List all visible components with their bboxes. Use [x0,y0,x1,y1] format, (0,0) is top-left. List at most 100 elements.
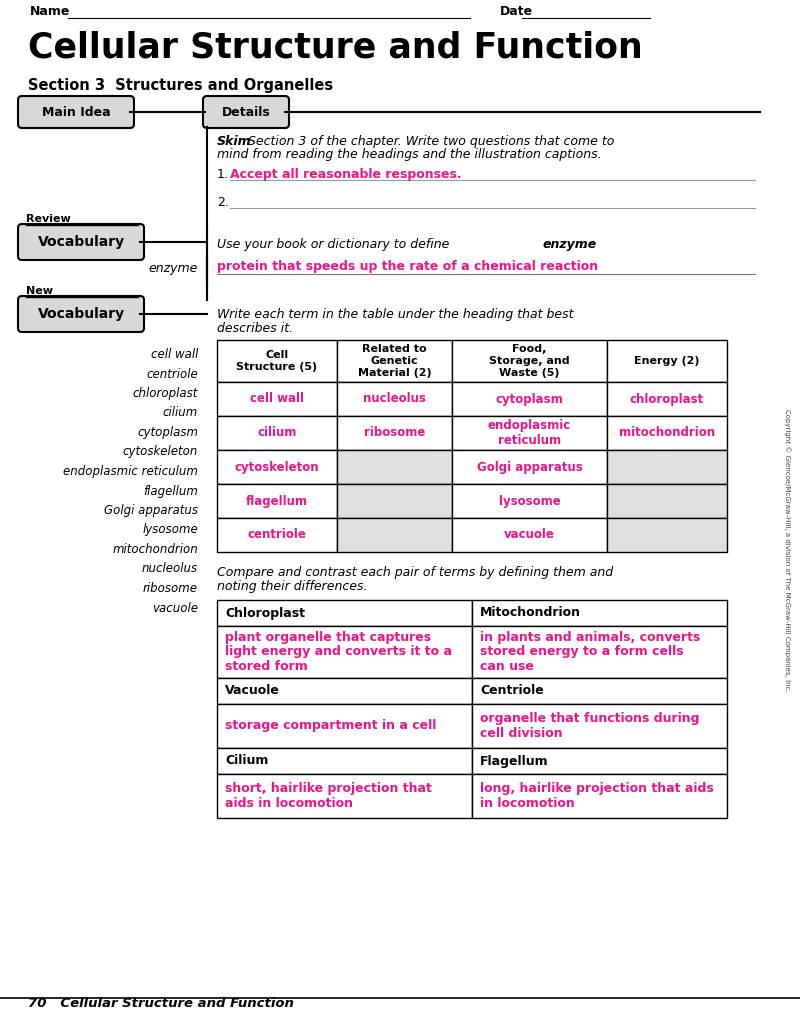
Text: long, hairlike projection that aids
in locomotion: long, hairlike projection that aids in l… [480,782,714,810]
Text: mind from reading the headings and the illustration captions.: mind from reading the headings and the i… [217,148,602,161]
Text: plant organelle that captures
light energy and converts it to a
stored form: plant organelle that captures light ener… [225,631,452,674]
Text: chloroplast: chloroplast [630,392,704,406]
Text: vacuole: vacuole [504,528,555,542]
Bar [472,705,727,748]
Text: Write each term in the table under the heading that best: Write each term in the table under the h… [217,308,574,321]
Text: enzyme: enzyme [149,262,198,275]
Text: lysosome: lysosome [142,523,198,537]
Text: centriole: centriole [247,528,306,542]
Text: Use your book or dictionary to define: Use your book or dictionary to define [217,238,454,251]
Bar [472,748,727,774]
Text: endoplasmic reticulum: endoplasmic reticulum [63,465,198,478]
Text: endoplasmic
reticulum: endoplasmic reticulum [488,419,571,447]
Text: cilium: cilium [258,427,297,439]
Bar [337,382,452,416]
Text: chloroplast: chloroplast [133,387,198,400]
Text: Section 3 of the chapter. Write two questions that come to: Section 3 of the chapter. Write two ques… [244,135,614,148]
Text: New: New [26,286,53,296]
Bar [217,518,337,552]
Text: Golgi apparatus: Golgi apparatus [477,461,582,473]
Bar [217,340,337,382]
Bar [217,748,472,774]
Text: ribosome: ribosome [364,427,425,439]
Text: organelle that functions during
cell division: organelle that functions during cell div… [480,712,699,740]
Text: Mitochondrion: Mitochondrion [480,606,581,620]
Bar [607,450,727,484]
Text: mitochondrion: mitochondrion [619,427,715,439]
Bar [217,600,472,626]
Bar [452,382,607,416]
Bar [472,600,727,626]
Text: nucleolus: nucleolus [142,562,198,575]
Text: cell wall: cell wall [250,392,304,406]
Bar [217,416,337,450]
Bar [217,484,337,518]
Bar [452,450,607,484]
Bar [472,774,727,818]
Text: Related to
Genetic
Material (2): Related to Genetic Material (2) [358,344,431,378]
Text: Centriole: Centriole [480,684,544,697]
Text: .: . [581,238,585,251]
Text: nucleolus: nucleolus [363,392,426,406]
Bar [217,678,472,705]
Bar [337,450,452,484]
Text: Details: Details [222,105,270,119]
Text: centriole: centriole [146,368,198,381]
Text: Cellular Structure and Function: Cellular Structure and Function [28,30,642,63]
Bar [337,518,452,552]
Text: Name: Name [30,5,70,18]
Text: 2.: 2. [217,196,229,209]
Bar [452,484,607,518]
Bar [337,484,452,518]
FancyBboxPatch shape [203,96,289,128]
Text: flagellum: flagellum [143,484,198,498]
Text: Accept all reasonable responses.: Accept all reasonable responses. [230,168,462,181]
Text: Review: Review [26,214,70,224]
Bar [472,678,727,705]
Text: Flagellum: Flagellum [480,755,549,768]
Text: cytoplasm: cytoplasm [137,426,198,439]
Text: Main Idea: Main Idea [42,105,110,119]
Text: Cell
Structure (5): Cell Structure (5) [237,350,318,372]
Text: Copyright © Glencoe/McGraw-Hill, a division of The McGraw-Hill Companies, Inc.: Copyright © Glencoe/McGraw-Hill, a divis… [784,409,790,691]
Text: cell wall: cell wall [150,348,198,361]
Bar [452,416,607,450]
Text: vacuole: vacuole [152,601,198,614]
Text: Chloroplast: Chloroplast [225,606,305,620]
FancyBboxPatch shape [18,96,134,128]
Text: cytoskeleton: cytoskeleton [234,461,319,473]
Text: flagellum: flagellum [246,495,308,508]
Text: Food,
Storage, and
Waste (5): Food, Storage, and Waste (5) [489,344,570,378]
Bar [607,340,727,382]
Text: enzyme: enzyme [543,238,598,251]
Text: cytoskeleton: cytoskeleton [122,445,198,459]
Bar [217,450,337,484]
Bar [337,340,452,382]
Text: in plants and animals, converts
stored energy to a form cells
can use: in plants and animals, converts stored e… [480,631,700,674]
Text: protein that speeds up the rate of a chemical reaction: protein that speeds up the rate of a che… [217,260,598,273]
Text: Vocabulary: Vocabulary [38,234,125,249]
Text: ribosome: ribosome [143,582,198,595]
Bar [217,774,472,818]
Text: mitochondrion: mitochondrion [112,543,198,556]
Text: describes it.: describes it. [217,322,293,335]
Bar [452,340,607,382]
Text: short, hairlike projection that
aids in locomotion: short, hairlike projection that aids in … [225,782,432,810]
Bar [607,382,727,416]
Bar [217,382,337,416]
Bar [607,416,727,450]
Text: Golgi apparatus: Golgi apparatus [104,504,198,517]
Text: storage compartment in a cell: storage compartment in a cell [225,720,436,732]
Text: cytoplasm: cytoplasm [496,392,563,406]
FancyBboxPatch shape [18,296,144,332]
FancyBboxPatch shape [18,224,144,260]
Text: Energy (2): Energy (2) [634,356,700,366]
Bar [607,518,727,552]
Text: Compare and contrast each pair of terms by defining them and: Compare and contrast each pair of terms … [217,566,613,579]
Bar [607,484,727,518]
Text: cilium: cilium [162,407,198,420]
Text: Vocabulary: Vocabulary [38,307,125,321]
Text: Section 3  Structures and Organelles: Section 3 Structures and Organelles [28,78,333,93]
Bar [452,518,607,552]
Text: Cilium: Cilium [225,755,268,768]
